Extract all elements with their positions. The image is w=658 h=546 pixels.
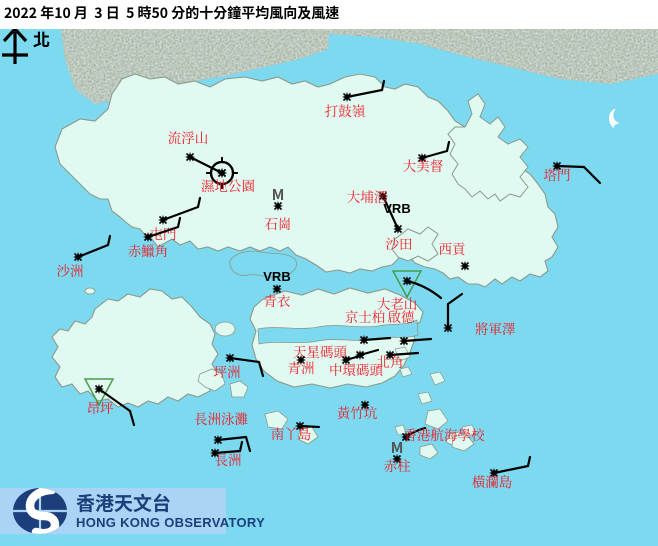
svg-text:長洲泳灘: 長洲泳灘 <box>194 408 248 428</box>
svg-text:VRB: VRB <box>383 201 410 216</box>
svg-text:將軍澤: 將軍澤 <box>475 318 516 338</box>
svg-text:沙洲: 沙洲 <box>57 260 84 280</box>
svg-text:大埔滘: 大埔滘 <box>347 186 388 206</box>
svg-text:青洲: 青洲 <box>288 357 315 377</box>
svg-text:青衣: 青衣 <box>264 290 291 310</box>
svg-text:沙田: 沙田 <box>386 233 413 253</box>
svg-text:北: 北 <box>33 29 50 51</box>
svg-text:長洲: 長洲 <box>215 449 242 469</box>
svg-text:VRB: VRB <box>263 269 290 284</box>
svg-text:赤鱲角: 赤鱲角 <box>128 240 169 260</box>
svg-text:橫瀾島: 橫瀾島 <box>472 471 513 491</box>
svg-text:啟德: 啟德 <box>388 306 415 326</box>
svg-text:赤柱: 赤柱 <box>384 455 411 475</box>
svg-text:香港天文台: 香港天文台 <box>76 489 171 516</box>
svg-text:濕地公園: 濕地公園 <box>201 175 255 195</box>
svg-text:京士柏: 京士柏 <box>345 306 386 326</box>
svg-text:塔門: 塔門 <box>544 164 571 184</box>
svg-text:黃竹坑: 黃竹坑 <box>337 402 378 422</box>
svg-text:昂坪: 昂坪 <box>87 397 114 417</box>
svg-text:中環碼頭: 中環碼頭 <box>329 359 383 379</box>
svg-text:打鼓嶺: 打鼓嶺 <box>325 100 367 120</box>
svg-text:南丫島: 南丫島 <box>271 423 312 443</box>
svg-text:坪洲: 坪洲 <box>214 361 241 381</box>
svg-text:HONG KONG OBSERVATORY: HONG KONG OBSERVATORY <box>76 515 265 530</box>
svg-text:香港航海學校: 香港航海學校 <box>404 424 485 444</box>
svg-text:大美督: 大美督 <box>403 155 444 175</box>
svg-text:流浮山: 流浮山 <box>168 127 209 147</box>
svg-text:西貢: 西貢 <box>439 238 467 258</box>
svg-text:石崗: 石崗 <box>265 213 292 233</box>
